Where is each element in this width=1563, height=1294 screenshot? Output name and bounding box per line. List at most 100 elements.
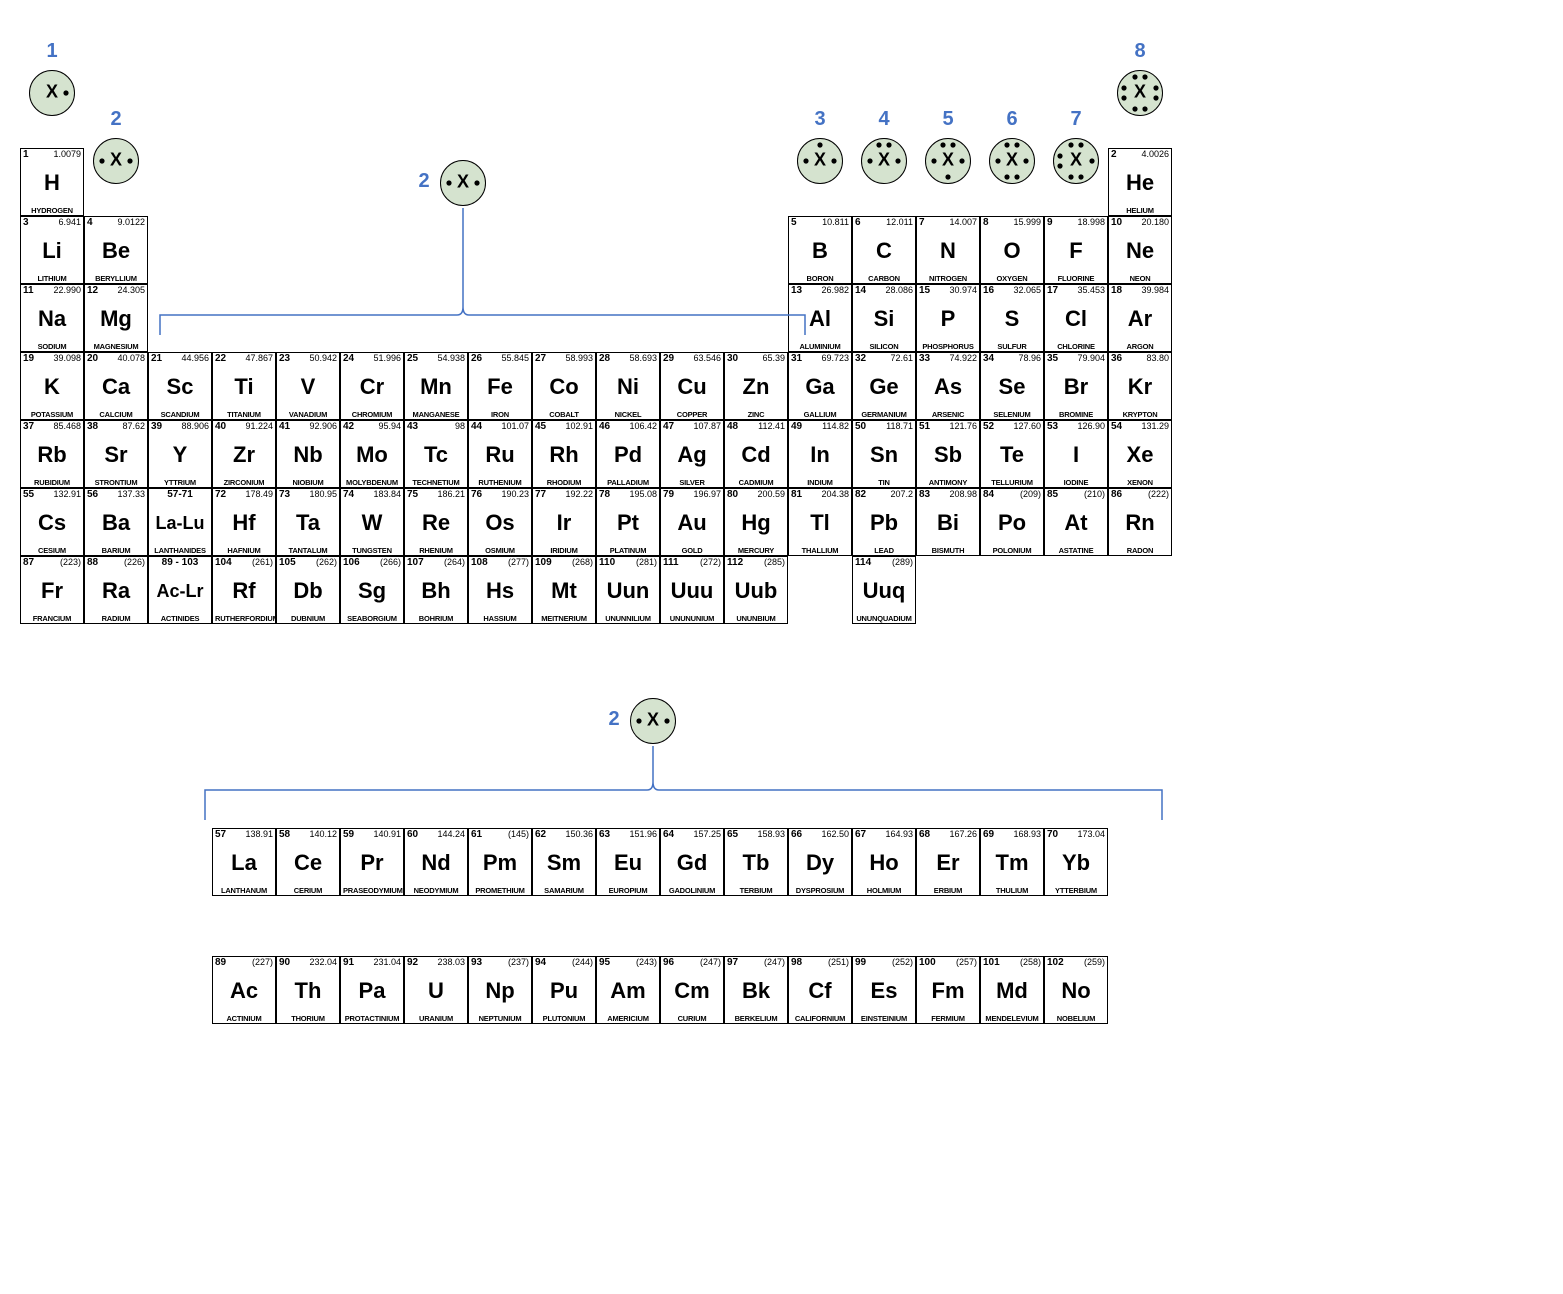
group-label-5: 5 bbox=[916, 108, 980, 131]
element-cell-uun: 110(281)UunUnunnilium bbox=[596, 556, 660, 624]
element-cell-po: 84(209)PoPolonium bbox=[980, 488, 1044, 556]
electron-dot-badge: X bbox=[925, 138, 971, 184]
element-cell-nd: 60144.24NdNeodymium bbox=[404, 828, 468, 896]
electron-dot-badge: X bbox=[630, 698, 676, 744]
element-cell-es: 99(252)EsEinsteinium bbox=[852, 956, 916, 1024]
element-cell-zr: 4091.224ZrZirconium bbox=[212, 420, 276, 488]
element-cell-b: 510.811BBoron bbox=[788, 216, 852, 284]
element-cell-y: 3988.906YYttrium bbox=[148, 420, 212, 488]
element-cell-tl: 81204.38TlThallium bbox=[788, 488, 852, 556]
element-cell-sc: 2144.956ScScandium bbox=[148, 352, 212, 420]
element-cell-u: 92238.03UUranium bbox=[404, 956, 468, 1024]
electron-dot-badge: X bbox=[989, 138, 1035, 184]
element-cell-uuu: 111(272)UuuUnununium bbox=[660, 556, 724, 624]
element-cell-cs: 55132.91CsCesium bbox=[20, 488, 84, 556]
element-cell-in: 49114.82InIndium bbox=[788, 420, 852, 488]
element-cell-kr: 3683.80KrKrypton bbox=[1108, 352, 1172, 420]
element-cell-eu: 63151.96EuEuropium bbox=[596, 828, 660, 896]
element-cell-h: 11.0079HHydrogen bbox=[20, 148, 84, 216]
element-cell-pr: 59140.91PrPraseodymium bbox=[340, 828, 404, 896]
group-label-3: 3 bbox=[788, 108, 852, 131]
element-cell-cd: 48112.41CdCadmium bbox=[724, 420, 788, 488]
element-cell-co: 2758.993CoCobalt bbox=[532, 352, 596, 420]
element-cell-nb: 4192.906NbNiobium bbox=[276, 420, 340, 488]
element-cell-sr: 3887.62SrStrontium bbox=[84, 420, 148, 488]
element-cell-te: 52127.60TeTellurium bbox=[980, 420, 1044, 488]
element-cell-fm: 100(257)FmFermium bbox=[916, 956, 980, 1024]
element-cell-as: 3374.922AsArsenic bbox=[916, 352, 980, 420]
element-cell-np: 93(237)NpNeptunium bbox=[468, 956, 532, 1024]
element-cell-au: 79196.97AuGold bbox=[660, 488, 724, 556]
element-cell-er: 68167.26ErErbium bbox=[916, 828, 980, 896]
element-cell-dy: 66162.50DyDysprosium bbox=[788, 828, 852, 896]
element-cell-ag: 47107.87AgSilver bbox=[660, 420, 724, 488]
group-label-2: 2 bbox=[84, 108, 148, 131]
element-cell-rn: 86(222)RnRadon bbox=[1108, 488, 1172, 556]
element-cell-ir: 77192.22IrIridium bbox=[532, 488, 596, 556]
element-cell-ce: 58140.12CeCerium bbox=[276, 828, 340, 896]
element-cell-ba: 56137.33BaBarium bbox=[84, 488, 148, 556]
element-cell-fr: 87(223)FrFrancium bbox=[20, 556, 84, 624]
element-cell-am: 95(243)AmAmericium bbox=[596, 956, 660, 1024]
element-cell-ru: 44101.07RuRuthenium bbox=[468, 420, 532, 488]
group-label-6: 6 bbox=[980, 108, 1044, 131]
element-cell-mn: 2554.938MnManganese bbox=[404, 352, 468, 420]
element-cell-gd: 64157.25GdGadolinium bbox=[660, 828, 724, 896]
element-cell-no: 102(259)NoNobelium bbox=[1044, 956, 1108, 1024]
element-cell-cm: 96(247)CmCurium bbox=[660, 956, 724, 1024]
element-cell-hg: 80200.59HgMercury bbox=[724, 488, 788, 556]
element-cell-ac-lr: 89 - 103Ac-LrActinides bbox=[148, 556, 212, 624]
electron-dot-badge: X bbox=[861, 138, 907, 184]
element-cell-c: 612.011CCarbon bbox=[852, 216, 916, 284]
element-cell-uub: 112(285)UubUnunbium bbox=[724, 556, 788, 624]
electron-dot-badge: X bbox=[797, 138, 843, 184]
element-cell-br: 3579.904BrBromine bbox=[1044, 352, 1108, 420]
element-cell-hf: 72178.49HfHafnium bbox=[212, 488, 276, 556]
element-cell-f: 918.998FFluorine bbox=[1044, 216, 1108, 284]
periodic-table: 11.0079HHydrogen 24.0026HeHelium 36.941LiL… bbox=[10, 10, 1553, 1284]
electron-dot-badge: X bbox=[1053, 138, 1099, 184]
element-cell-na: 1122.990NaSodium bbox=[20, 284, 84, 352]
element-cell-th: 90232.04ThThorium bbox=[276, 956, 340, 1024]
element-cell-ra: 88(226)RaRadium bbox=[84, 556, 148, 624]
element-cell-db: 105(262)DbDubnium bbox=[276, 556, 340, 624]
element-cell-ta: 73180.95TaTantalum bbox=[276, 488, 340, 556]
element-cell-ga: 3169.723GaGallium bbox=[788, 352, 852, 420]
group-label-7: 7 bbox=[1044, 108, 1108, 131]
element-cell-ar: 1839.984ArArgon bbox=[1108, 284, 1172, 352]
element-cell-se: 3478.96SeSelenium bbox=[980, 352, 1044, 420]
element-cell-md: 101(258)MdMendelevium bbox=[980, 956, 1044, 1024]
element-cell-w: 74183.84WTungsten bbox=[340, 488, 404, 556]
element-cell-be: 49.0122BeBeryllium bbox=[84, 216, 148, 284]
element-cell-cl: 1735.453ClChlorine bbox=[1044, 284, 1108, 352]
element-cell-p: 1530.974PPhosphorus bbox=[916, 284, 980, 352]
element-cell-os: 76190.23OsOsmium bbox=[468, 488, 532, 556]
element-cell-he: 24.0026HeHelium bbox=[1108, 148, 1172, 216]
element-cell-mt: 109(268)MtMeitnerium bbox=[532, 556, 596, 624]
element-cell-pm: 61(145)PmPromethium bbox=[468, 828, 532, 896]
element-cell-rh: 45102.91RhRhodium bbox=[532, 420, 596, 488]
element-cell-li: 36.941LiLithium bbox=[20, 216, 84, 284]
electron-dot-badge: X bbox=[1117, 70, 1163, 116]
element-cell-tm: 69168.93TmThulium bbox=[980, 828, 1044, 896]
group-label-4: 4 bbox=[852, 108, 916, 131]
element-cell-xe: 54131.29XeXenon bbox=[1108, 420, 1172, 488]
element-cell-rf: 104(261)RfRutherfordium bbox=[212, 556, 276, 624]
element-cell-ac: 89(227)AcActinium bbox=[212, 956, 276, 1024]
element-cell-sm: 62150.36SmSamarium bbox=[532, 828, 596, 896]
element-cell-mg: 1224.305MgMagnesium bbox=[84, 284, 148, 352]
element-cell-mo: 4295.94MoMolybdenum bbox=[340, 420, 404, 488]
element-cell-al: 1326.982AlAluminium bbox=[788, 284, 852, 352]
element-cell-bk: 97(247)BkBerkelium bbox=[724, 956, 788, 1024]
element-cell-rb: 3785.468RbRubidium bbox=[20, 420, 84, 488]
electron-dot-badge: X bbox=[93, 138, 139, 184]
element-cell-cu: 2963.546CuCopper bbox=[660, 352, 724, 420]
element-cell-pt: 78195.08PtPlatinum bbox=[596, 488, 660, 556]
electron-dot-badge: X bbox=[440, 160, 486, 206]
element-cell-at: 85(210)AtAstatine bbox=[1044, 488, 1108, 556]
element-cell-yb: 70173.04YbYtterbium bbox=[1044, 828, 1108, 896]
element-cell-cf: 98(251)CfCalifornium bbox=[788, 956, 852, 1024]
element-cell-ge: 3272.61GeGermanium bbox=[852, 352, 916, 420]
element-cell-si: 1428.086SiSilicon bbox=[852, 284, 916, 352]
electron-dot-badge: X bbox=[29, 70, 75, 116]
